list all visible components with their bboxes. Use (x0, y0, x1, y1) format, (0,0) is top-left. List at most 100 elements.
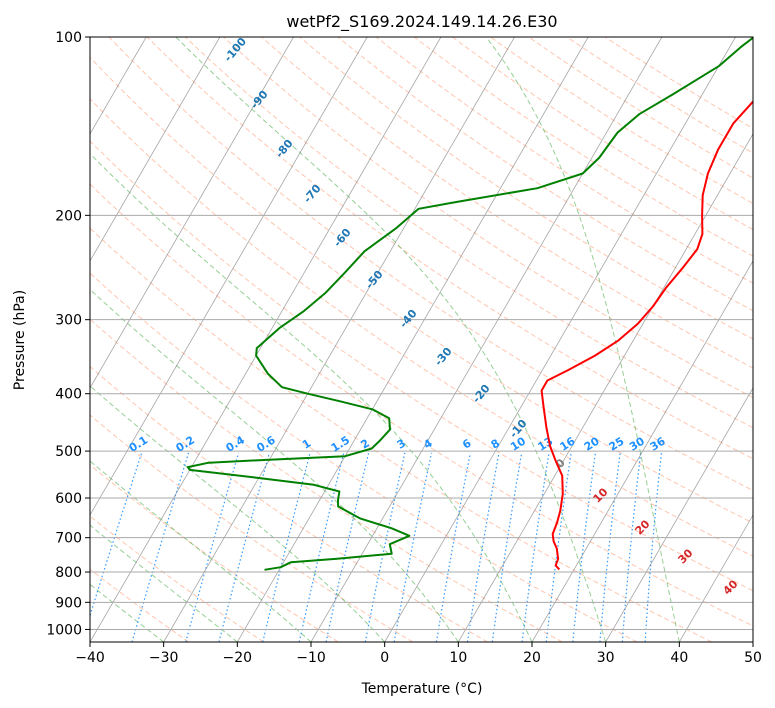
dry-adiabat-line (90, 515, 264, 642)
dry-adiabat-line (299, 37, 753, 340)
moist-adiabat-label: -70 (301, 182, 324, 206)
moist-adiabat-label: -50 (363, 268, 386, 292)
y-tick-label: 1000 (46, 622, 82, 638)
mixing-ratio-line (545, 452, 572, 642)
x-tick-label: 10 (449, 650, 467, 666)
moist-adiabat-line (90, 460, 312, 642)
moist-adiabat-line (485, 37, 680, 642)
moist-adiabat-line (90, 583, 164, 642)
dry-adiabat-line (452, 37, 753, 231)
isotherm-line (90, 37, 368, 516)
moist-adiabat-line (90, 385, 386, 642)
mixing-ratio-line (521, 452, 550, 642)
dry-adiabat-line (337, 37, 753, 312)
isotherm-line (678, 514, 753, 642)
dry-adiabat-line (90, 568, 190, 642)
isotherm-line (0, 37, 73, 642)
mixing-ratio-label: 1 (300, 437, 313, 452)
dry-adiabats (90, 37, 753, 642)
moist-adiabat-label: -100 (221, 35, 249, 65)
chart-title: wetPf2_S169.2024.149.14.26.E30 (286, 12, 557, 32)
x-axis-ticks: −40 −30 −20 −10 0 10 20 30 40 50 (75, 642, 762, 666)
mixing-ratio-line (393, 452, 433, 642)
dry-adiabat-line (146, 37, 753, 460)
dry-adiabat-line (90, 56, 753, 524)
mixing-ratio-line (325, 452, 370, 642)
dewpoint-profile (186, 37, 753, 571)
dry-adiabat-line (90, 227, 712, 642)
moist-adiabat-line (90, 524, 238, 642)
dry-adiabat-line (90, 272, 638, 642)
x-tick-label: −30 (149, 650, 179, 666)
dry-adiabat-line (184, 37, 753, 429)
isotherm-line (384, 37, 736, 642)
isotherm-line (163, 37, 515, 642)
y-tick-label: 300 (55, 313, 82, 329)
mixing-ratio-lines (90, 452, 662, 642)
mixing-ratio-line (298, 452, 345, 642)
y-tick-label: 400 (55, 387, 82, 403)
dry-adiabat-line (375, 37, 753, 284)
moist-adiabat-line (90, 153, 533, 642)
pressure-gridlines (90, 37, 753, 630)
line-labels: 0.1 0.2 0.4 0.6 1 1.5 2 3 4 6 8 10 13 16 20 25 30 36-100-… (127, 35, 741, 598)
dry-adiabat-line (490, 37, 753, 205)
x-tick-label: 30 (597, 650, 615, 666)
moist-adiabats (90, 37, 680, 642)
dry-adiabat-label: 20 (633, 517, 653, 537)
dry-adiabat-line (90, 183, 753, 627)
isotherm-line (236, 37, 589, 642)
moist-adiabat-label: -30 (432, 345, 455, 369)
x-tick-label: 50 (744, 650, 762, 666)
x-tick-label: −40 (75, 650, 105, 666)
moist-adiabat-line (175, 37, 607, 642)
x-tick-label: −20 (223, 650, 253, 666)
y-tick-label: 700 (55, 531, 82, 547)
x-tick-label: 40 (670, 650, 688, 666)
mixing-ratio-label: 0.2 (174, 433, 197, 454)
mixing-ratio-label: 0.1 (127, 433, 150, 454)
mixing-ratio-line (90, 452, 143, 618)
dry-adiabat-line (90, 414, 414, 642)
mixing-ratio-label: 8 (489, 437, 502, 452)
x-tick-label: −10 (296, 650, 326, 666)
x-axis-label: Temperature (°C) (361, 681, 483, 697)
isotherm-line (90, 37, 221, 262)
plot-frame (89, 36, 754, 643)
profile-series (186, 37, 753, 571)
y-tick-label: 900 (55, 595, 82, 611)
temperature-profile (540, 100, 753, 571)
moist-adiabat-label: -40 (397, 307, 420, 331)
dry-adiabat-line (108, 37, 753, 492)
mixing-ratio-line (262, 452, 311, 642)
mixing-ratio-label: 1.5 (329, 433, 352, 454)
isotherms (0, 37, 753, 642)
y-tick-label: 500 (55, 444, 82, 460)
isotherm-line (90, 37, 294, 389)
moist-adiabat-label: -80 (273, 137, 296, 161)
y-axis-ticks: 1000 900 800 700 600 500 400 300 200 100 (46, 30, 90, 638)
mixing-ratio-line (364, 452, 406, 642)
moist-adiabat-label: -90 (248, 88, 271, 112)
y-tick-label: 800 (55, 565, 82, 581)
isotherm-line (531, 260, 753, 642)
mixing-ratio-label: 6 (460, 436, 474, 451)
dry-adiabat-line (90, 318, 563, 642)
dry-adiabat-line (90, 464, 339, 642)
mixing-ratio-line (466, 452, 500, 642)
dry-adiabat-label: 30 (676, 546, 696, 566)
dry-adiabat-label: 10 (591, 485, 611, 505)
y-tick-label: 600 (55, 491, 82, 507)
x-tick-label: 20 (523, 650, 541, 666)
dry-adiabat-line (413, 37, 753, 257)
dry-adiabat-line (90, 98, 753, 557)
isotherm-line (310, 37, 663, 642)
dry-adiabat-line (223, 37, 753, 399)
y-tick-label: 100 (55, 30, 82, 46)
y-tick-label: 200 (55, 208, 82, 224)
mixing-ratio-line (491, 452, 523, 642)
mixing-ratio-line (218, 452, 270, 642)
y-axis-label: Pressure (hPa) (12, 290, 28, 390)
mixing-ratio-line (185, 452, 240, 642)
